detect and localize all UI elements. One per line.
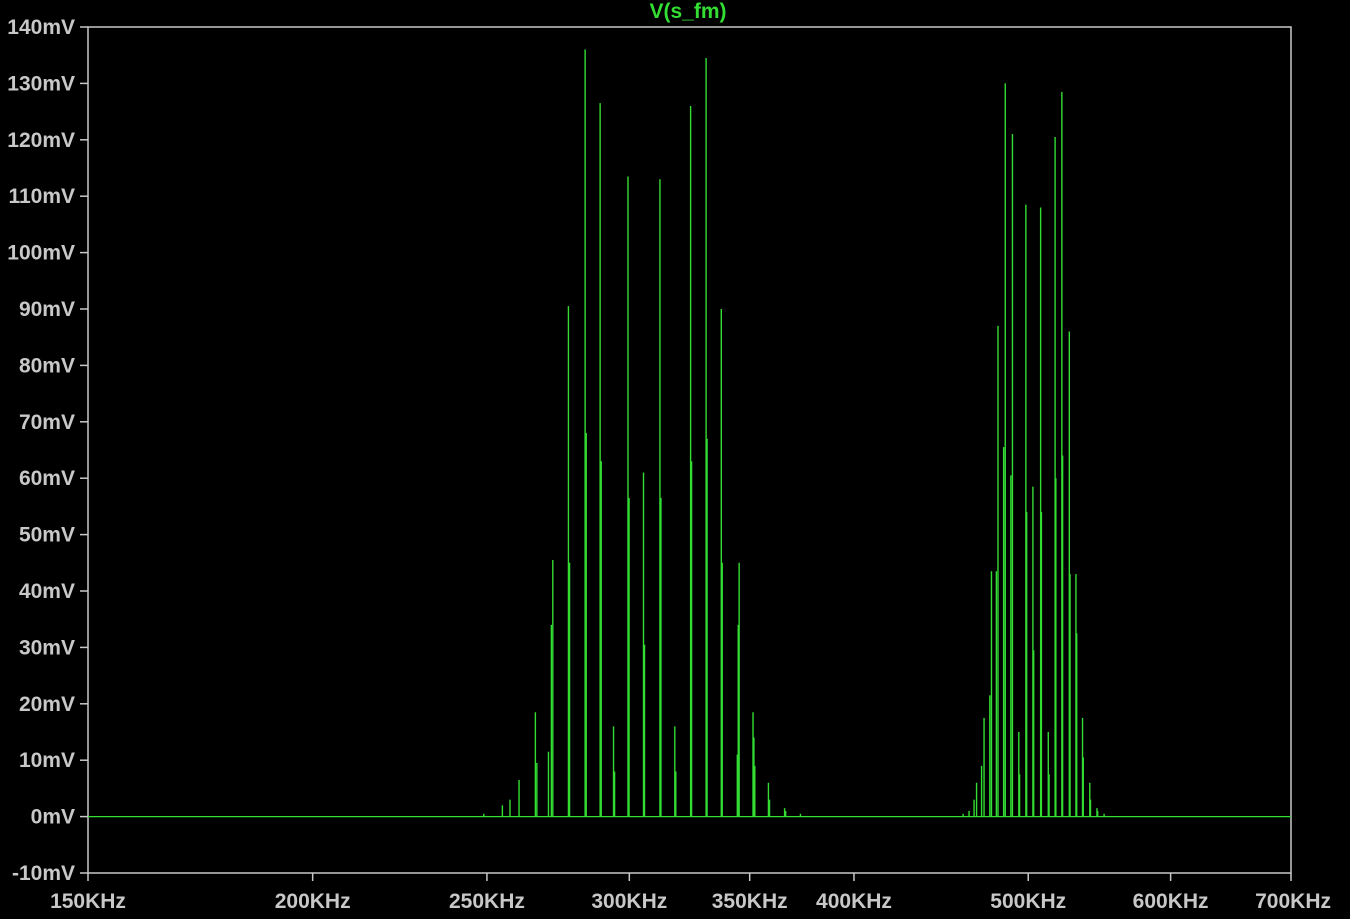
x-tick-label: 200KHz — [275, 890, 351, 913]
y-tick-label: 100mV — [7, 242, 75, 265]
x-tick-label: 400KHz — [816, 890, 892, 913]
x-tick-label: 350KHz — [712, 890, 788, 913]
x-axis: 150KHz 200KHz 250KHz 300KHz 350KHz 400KHz 500K… — [50, 873, 1331, 913]
y-tick-label: 120mV — [7, 129, 75, 152]
x-tick-label: 700KHz — [1255, 890, 1331, 913]
y-axis: 140mV 130mV 120mV 110mV 100mV 90mV 80mV 70mV 60m… — [7, 16, 88, 885]
y-tick-label: 40mV — [19, 580, 75, 603]
y-tick-label: 50mV — [19, 524, 75, 547]
y-tick-label: 110mV — [8, 185, 75, 208]
x-tick-label: 600KHz — [1133, 890, 1209, 913]
y-tick-label: 70mV — [19, 411, 75, 434]
y-tick-label: 140mV — [7, 16, 75, 39]
trace-v-s-fm — [88, 49, 1291, 818]
x-tick-label: 250KHz — [449, 890, 525, 913]
x-tick-label: 500KHz — [990, 890, 1066, 913]
y-tick-label: 60mV — [19, 467, 75, 490]
y-tick-label: 30mV — [19, 636, 75, 659]
y-tick-label: -10mV — [12, 862, 75, 885]
plot-frame — [87, 26, 1292, 874]
x-tick-label: 150KHz — [50, 890, 126, 913]
y-tick-label: 10mV — [19, 749, 75, 772]
y-tick-label: 130mV — [7, 72, 75, 95]
x-tick-label: 300KHz — [591, 890, 667, 913]
y-tick-label: 80mV — [19, 354, 75, 377]
y-tick-label: 90mV — [19, 298, 75, 321]
y-tick-label: 20mV — [19, 693, 75, 716]
chart-title: V(s_fm) — [649, 0, 726, 23]
y-tick-label: 0mV — [31, 806, 75, 829]
